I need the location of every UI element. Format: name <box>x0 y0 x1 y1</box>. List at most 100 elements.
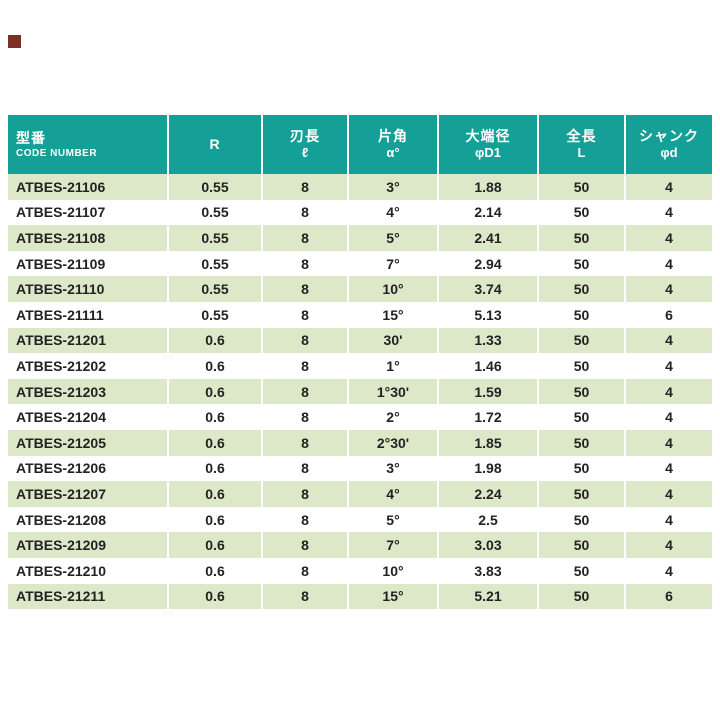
column-title: 大端径 <box>465 127 511 144</box>
table-row: ATBES-21106 0.55 8 3° 1.88 50 4 <box>8 174 712 200</box>
value-cell: 4 <box>624 404 712 430</box>
value-cell: 0.55 <box>167 174 262 200</box>
value-cell: 50 <box>537 481 625 507</box>
value-cell: 50 <box>537 455 625 482</box>
value-cell: 3° <box>347 174 438 200</box>
column-subtitle: ℓ <box>301 145 309 161</box>
table-row: ATBES-21209 0.6 8 7° 3.03 50 4 <box>8 532 712 558</box>
column-subtitle: L <box>577 145 586 161</box>
value-cell: 3.74 <box>437 276 538 302</box>
value-cell: 8 <box>261 250 348 277</box>
value-cell: 8 <box>261 429 348 456</box>
column-header: シャンク φd <box>624 115 712 174</box>
code-number-cell: ATBES-21203 <box>16 383 107 400</box>
value-cell: 8 <box>261 404 348 430</box>
column-header: R <box>167 115 262 174</box>
value-cell: 10° <box>347 557 438 584</box>
column-header: 大端径 φD1 <box>437 115 538 174</box>
value-cell: 4 <box>624 557 712 584</box>
value-cell: 0.6 <box>167 404 262 430</box>
value-cell: 2.14 <box>437 199 538 226</box>
table-row: ATBES-21107 0.55 8 4° 2.14 50 4 <box>8 199 712 226</box>
value-cell: 50 <box>537 301 625 328</box>
value-cell: 0.55 <box>167 250 262 277</box>
value-cell: 8 <box>261 557 348 584</box>
value-cell: 50 <box>537 276 625 302</box>
value-cell: 2.5 <box>437 506 538 533</box>
value-cell: 3.03 <box>437 532 538 558</box>
value-cell: 50 <box>537 557 625 584</box>
value-cell: 0.55 <box>167 199 262 226</box>
value-cell: 8 <box>261 378 348 405</box>
value-cell: 0.6 <box>167 583 262 610</box>
value-cell: 4 <box>624 250 712 277</box>
value-cell: 0.6 <box>167 506 262 533</box>
value-cell: 8 <box>261 532 348 558</box>
table-row: ATBES-21205 0.6 8 2°30' 1.85 50 4 <box>8 429 712 456</box>
value-cell: 0.55 <box>167 301 262 328</box>
value-cell: 1.85 <box>437 429 538 456</box>
column-subtitle: φD1 <box>475 145 501 161</box>
value-cell: 8 <box>261 353 348 379</box>
value-cell: 50 <box>537 404 625 430</box>
value-cell: 1.59 <box>437 378 538 405</box>
value-cell: 1.33 <box>437 327 538 354</box>
code-number-cell: ATBES-21201 <box>16 332 107 349</box>
value-cell: 1.98 <box>437 455 538 482</box>
value-cell: 50 <box>537 327 625 354</box>
value-cell: 50 <box>537 199 625 226</box>
column-title: 刃長 <box>290 127 320 144</box>
value-cell: 8 <box>261 583 348 610</box>
value-cell: 4 <box>624 429 712 456</box>
value-cell: 8 <box>261 481 348 507</box>
code-number-cell: ATBES-21204 <box>16 409 107 426</box>
column-subtitle: α° <box>386 145 400 161</box>
value-cell: 0.55 <box>167 225 262 251</box>
spec-table: 型番 CODE NUMBER R 刃長 ℓ 片角 α° 大端径 φD1 全長 L シャンク φd ATB… <box>8 115 712 610</box>
value-cell: 50 <box>537 250 625 277</box>
table-row: ATBES-21110 0.55 8 10° 3.74 50 4 <box>8 276 712 302</box>
value-cell: 0.6 <box>167 455 262 482</box>
value-cell: 10° <box>347 276 438 302</box>
value-cell: 8 <box>261 455 348 482</box>
code-number-cell: ATBES-21206 <box>16 460 107 477</box>
value-cell: 1.88 <box>437 174 538 200</box>
value-cell: 4 <box>624 378 712 405</box>
value-cell: 7° <box>347 250 438 277</box>
value-cell: 30' <box>347 327 438 354</box>
code-number-cell: ATBES-21209 <box>16 537 107 554</box>
value-cell: 50 <box>537 174 625 200</box>
value-cell: 8 <box>261 225 348 251</box>
value-cell: 0.55 <box>167 276 262 302</box>
code-number-cell: ATBES-21110 <box>16 281 105 298</box>
table-row: ATBES-21204 0.6 8 2° 1.72 50 4 <box>8 404 712 430</box>
value-cell: 50 <box>537 353 625 379</box>
value-cell: 50 <box>537 583 625 610</box>
corner-marker-square <box>8 35 21 48</box>
column-header-code-number: 型番 CODE NUMBER <box>8 115 168 174</box>
value-cell: 5.13 <box>437 301 538 328</box>
value-cell: 8 <box>261 174 348 200</box>
table-row: ATBES-21108 0.55 8 5° 2.41 50 4 <box>8 225 712 251</box>
value-cell: 4 <box>624 225 712 251</box>
code-number-cell: ATBES-21211 <box>16 588 106 605</box>
table-row: ATBES-21202 0.6 8 1° 1.46 50 4 <box>8 353 712 379</box>
column-title: シャンク <box>639 127 699 144</box>
table-header: 型番 CODE NUMBER R 刃長 ℓ 片角 α° 大端径 φD1 全長 L シャンク φd <box>8 115 712 174</box>
value-cell: 4 <box>624 174 712 200</box>
value-cell: 50 <box>537 378 625 405</box>
value-cell: 1.72 <box>437 404 538 430</box>
table-row: ATBES-21109 0.55 8 7° 2.94 50 4 <box>8 250 712 277</box>
value-cell: 2° <box>347 404 438 430</box>
value-cell: 4 <box>624 532 712 558</box>
table-row: ATBES-21207 0.6 8 4° 2.24 50 4 <box>8 481 712 507</box>
value-cell: 50 <box>537 506 625 533</box>
value-cell: 50 <box>537 225 625 251</box>
value-cell: 4 <box>624 353 712 379</box>
value-cell: 0.6 <box>167 327 262 354</box>
table-row: ATBES-21111 0.55 8 15° 5.13 50 6 <box>8 301 712 328</box>
value-cell: 4° <box>347 481 438 507</box>
column-header: 片角 α° <box>347 115 438 174</box>
table-row: ATBES-21201 0.6 8 30' 1.33 50 4 <box>8 327 712 354</box>
value-cell: 3° <box>347 455 438 482</box>
